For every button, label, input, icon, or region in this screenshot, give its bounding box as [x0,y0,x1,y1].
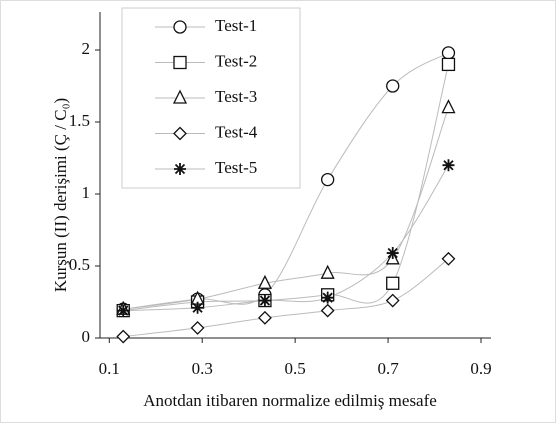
data-point [320,303,335,318]
data-point [117,304,130,317]
series-line [123,258,449,338]
x-tick-label: 0.9 [470,359,491,378]
x-tick-label: 0.3 [192,359,213,378]
data-point [441,251,456,266]
y-tick-label: 1 [82,183,91,202]
x-tick-label: 0.7 [377,359,399,378]
legend-label: Test-3 [215,87,257,106]
legend-marker [174,163,186,175]
data-point [385,293,400,308]
y-tick-label: 2 [82,39,91,58]
y-tick-label: 0 [82,327,91,346]
data-point [190,321,205,335]
data-point [257,274,272,289]
y-tick-label: 1.5 [69,111,90,130]
legend-marker [173,20,187,34]
y-tick-label: 0.5 [69,255,90,274]
data-point [442,159,455,172]
data-point [116,329,131,344]
data-point [441,46,456,60]
legend-label: Test-2 [215,51,257,70]
legend-marker [172,89,188,104]
legend-label: Test-1 [215,16,257,35]
x-tick-label: 0.5 [285,359,306,378]
data-point [258,310,272,325]
data-point [386,247,399,260]
data-point [321,291,334,304]
legend-label: Test-5 [215,158,257,177]
data-point [441,99,456,114]
legend-marker [173,126,187,141]
data-point [258,294,271,307]
legend-marker [173,55,187,70]
x-axis-label: Anotdan itibaren normalize edilmiş mesaf… [143,391,437,410]
legend-label: Test-4 [215,122,258,141]
data-point [386,79,400,93]
data-point [386,276,400,290]
data-point [320,264,335,279]
y-axis-label: Kurşun (II) derişimi (Ç / C₀) [51,98,70,292]
data-point [441,57,456,72]
x-tick-label: 0.1 [99,359,120,378]
data-point [191,301,204,314]
legend-box [121,7,301,189]
data-point [321,172,335,187]
